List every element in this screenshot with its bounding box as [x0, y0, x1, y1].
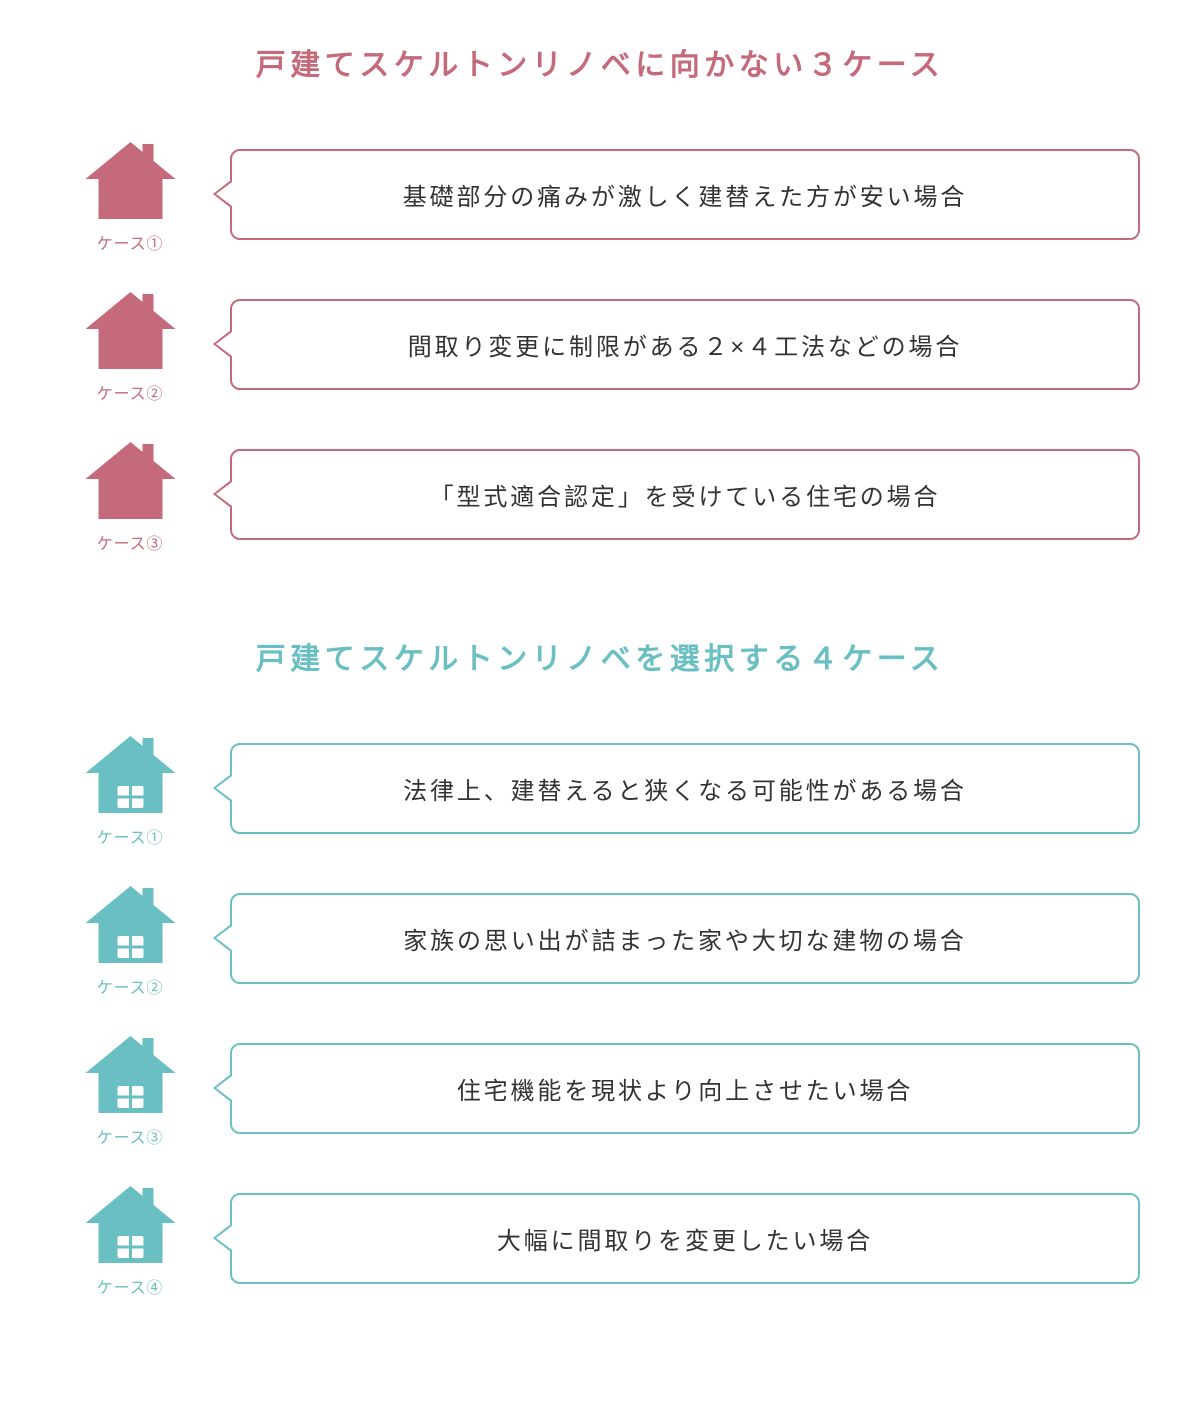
- case-row: ケース① 法律上、建替えると狭くなる可能性がある場合: [60, 728, 1140, 848]
- house-icon: [78, 878, 183, 968]
- house-icon: [78, 284, 183, 374]
- case-row: ケース③ 「型式適合認定」を受けている住宅の場合: [60, 434, 1140, 554]
- bubble-tail-inner-icon: [216, 182, 232, 206]
- bubble-tail-inner-icon: [216, 776, 232, 800]
- bubble-tail-inner-icon: [216, 332, 232, 356]
- house-icon: [78, 134, 183, 224]
- house-icon: [78, 434, 183, 524]
- bubble-text: 大幅に間取りを変更したい場合: [230, 1193, 1140, 1284]
- case-row: ケース① 基礎部分の痛みが激しく建替えた方が安い場合: [60, 134, 1140, 254]
- case-row: ケース② 間取り変更に制限がある２×４工法などの場合: [60, 284, 1140, 404]
- case-label: ケース③: [97, 1124, 163, 1148]
- section-title: 戸建てスケルトンリノベに向かない３ケース: [60, 40, 1140, 84]
- bubble-tail-inner-icon: [216, 1076, 232, 1100]
- house-icon: [78, 1028, 183, 1118]
- bubble-text: 家族の思い出が詰まった家や大切な建物の場合: [230, 893, 1140, 984]
- bubble-text: 法律上、建替えると狭くなる可能性がある場合: [230, 743, 1140, 834]
- case-row: ケース② 家族の思い出が詰まった家や大切な建物の場合: [60, 878, 1140, 998]
- icon-block: ケース②: [60, 878, 200, 998]
- bubble-tail-inner-icon: [216, 1226, 232, 1250]
- speech-bubble: 法律上、建替えると狭くなる可能性がある場合: [230, 743, 1140, 834]
- case-row: ケース③ 住宅機能を現状より向上させたい場合: [60, 1028, 1140, 1148]
- speech-bubble: 間取り変更に制限がある２×４工法などの場合: [230, 299, 1140, 390]
- section-title: 戸建てスケルトンリノベを選択する４ケース: [60, 634, 1140, 678]
- icon-block: ケース③: [60, 1028, 200, 1148]
- speech-bubble: 「型式適合認定」を受けている住宅の場合: [230, 449, 1140, 540]
- house-icon: [78, 728, 183, 818]
- case-label: ケース②: [97, 974, 163, 998]
- case-label: ケース④: [97, 1274, 163, 1298]
- bubble-text: 間取り変更に制限がある２×４工法などの場合: [230, 299, 1140, 390]
- speech-bubble: 家族の思い出が詰まった家や大切な建物の場合: [230, 893, 1140, 984]
- bubble-tail-inner-icon: [216, 482, 232, 506]
- case-row: ケース④ 大幅に間取りを変更したい場合: [60, 1178, 1140, 1298]
- speech-bubble: 基礎部分の痛みが激しく建替えた方が安い場合: [230, 149, 1140, 240]
- icon-block: ケース③: [60, 434, 200, 554]
- bubble-tail-inner-icon: [216, 926, 232, 950]
- case-label: ケース③: [97, 530, 163, 554]
- section-1: 戸建てスケルトンリノベを選択する４ケースケース① 法律上、建替えると狭くなる可能性…: [60, 634, 1140, 1298]
- icon-block: ケース①: [60, 134, 200, 254]
- bubble-text: 基礎部分の痛みが激しく建替えた方が安い場合: [230, 149, 1140, 240]
- bubble-text: 住宅機能を現状より向上させたい場合: [230, 1043, 1140, 1134]
- bubble-text: 「型式適合認定」を受けている住宅の場合: [230, 449, 1140, 540]
- case-label: ケース②: [97, 380, 163, 404]
- icon-block: ケース①: [60, 728, 200, 848]
- icon-block: ケース④: [60, 1178, 200, 1298]
- case-label: ケース①: [97, 230, 163, 254]
- case-label: ケース①: [97, 824, 163, 848]
- house-icon: [78, 1178, 183, 1268]
- speech-bubble: 住宅機能を現状より向上させたい場合: [230, 1043, 1140, 1134]
- section-0: 戸建てスケルトンリノベに向かない３ケースケース① 基礎部分の痛みが激しく建替えた方…: [60, 40, 1140, 554]
- speech-bubble: 大幅に間取りを変更したい場合: [230, 1193, 1140, 1284]
- icon-block: ケース②: [60, 284, 200, 404]
